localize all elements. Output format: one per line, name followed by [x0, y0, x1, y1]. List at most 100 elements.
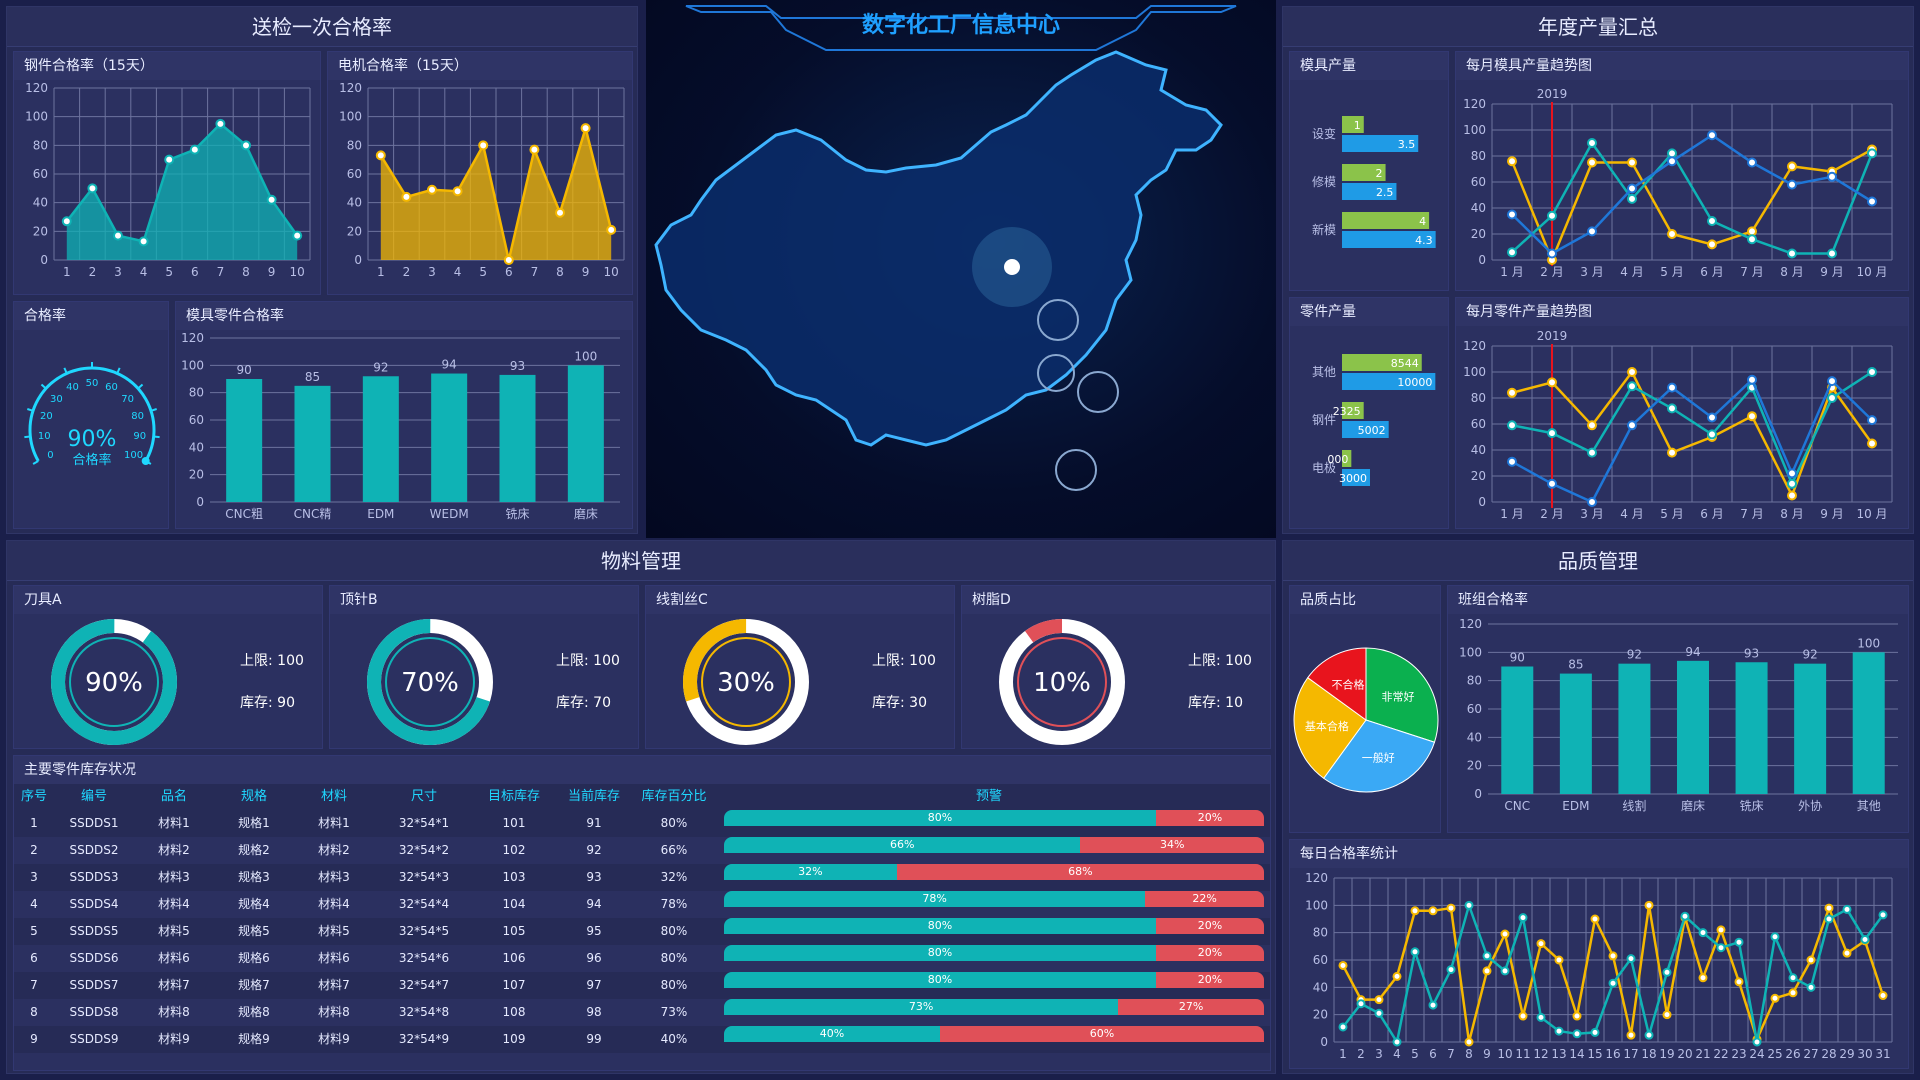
cell-current: 92	[586, 843, 602, 857]
mold-trend-chart: 0 20 40 60 80 100 120 1 月 2 月 3 月 4 月 5 月 6 月 7 月 8 月 9…	[1463, 87, 1893, 279]
table-row[interactable]: 1 SSDDS1 材料1 规格1 材料1 32*54*1 101 91 80% 80% 20%	[14, 810, 1270, 837]
data-point	[1788, 988, 1798, 998]
data-point	[1587, 157, 1597, 168]
data-point	[1507, 156, 1517, 167]
table-row[interactable]: 9 SSDDS9 材料9 规格9 材料9 32*54*9 109 99 40% 40% 60%	[14, 1026, 1270, 1053]
data-point	[1627, 183, 1637, 194]
gauge-tick-label: 90	[133, 431, 146, 442]
x-tick-label: 3	[1375, 1047, 1383, 1061]
mold-output-chart: 设变 1 3.5 修模 2 2.5 新模 4 4.3	[1312, 116, 1436, 248]
data-point	[1787, 248, 1797, 259]
bar-value-label: 92	[1627, 648, 1642, 662]
table-row[interactable]: 3 SSDDS3 材料3 规格3 材料3 32*54*3 103 93 32% 32% 68%	[14, 864, 1270, 891]
material-stock: 库存: 30	[872, 695, 927, 711]
x-tick-label: 1 月	[1500, 507, 1523, 521]
category-label: 新模	[1312, 222, 1336, 237]
data-point	[1770, 932, 1780, 942]
x-tick-label: 7 月	[1740, 265, 1763, 279]
data-point	[215, 118, 226, 129]
data-point	[1867, 148, 1877, 159]
x-tick-label: 23	[1731, 1047, 1746, 1061]
warning-bar: 73% 27%	[724, 999, 1264, 1026]
bar-blue	[1342, 183, 1397, 200]
x-tick-label: 8 月	[1780, 265, 1803, 279]
pie-label: 非常好	[1382, 690, 1415, 704]
material-donut: 10%	[999, 619, 1125, 746]
warning-bar-ok: 73%	[724, 999, 1119, 1015]
warning-bar-alert: 20%	[1156, 810, 1264, 826]
data-point	[1867, 196, 1877, 207]
data-point	[1787, 161, 1797, 172]
cell-size: 32*54*3	[398, 870, 450, 884]
x-tick-label: 6	[191, 265, 199, 279]
bar-value-label: 90	[1510, 651, 1525, 665]
data-point	[1662, 967, 1672, 977]
inventory-title: 主要零件库存状况	[14, 756, 1270, 784]
cell-target: 107	[502, 978, 526, 992]
material-limit: 上限: 100	[556, 653, 620, 669]
table-row[interactable]: 6 SSDDS6 材料6 规格6 材料6 32*54*6 106 96 80% 80% 20%	[14, 945, 1270, 972]
table-row[interactable]: 8 SSDDS8 材料8 规格8 材料8 32*54*8 108 98 73% 73% 27%	[14, 999, 1270, 1026]
bar	[1618, 663, 1651, 794]
cell-pct: 80%	[660, 978, 688, 992]
warning-bar-ok: 32%	[724, 864, 897, 880]
data-point	[1464, 900, 1474, 910]
table-row[interactable]: 2 SSDDS2 材料2 规格2 材料2 32*54*2 102 92 66% 66% 34%	[14, 837, 1270, 864]
y-tick-label: 120	[1463, 97, 1486, 111]
gauge-pointer	[141, 457, 150, 465]
table-row[interactable]: 5 SSDDS5 材料5 规格5 材料5 32*54*5 105 95 80% 80% 20%	[14, 918, 1270, 945]
data-point	[478, 140, 489, 151]
data-point	[1507, 209, 1517, 220]
bar	[226, 379, 263, 502]
data-point	[1667, 229, 1677, 239]
x-tick-label: 10 月	[1856, 265, 1887, 279]
data-point	[1482, 951, 1492, 961]
data-point	[1734, 937, 1744, 947]
cell-current: 93	[586, 870, 602, 884]
warning-bar: 80% 20%	[724, 972, 1264, 999]
x-tick-label: 外协	[1798, 798, 1822, 813]
x-tick-label: 7	[1447, 1047, 1455, 1061]
y-tick-label: 120	[339, 81, 362, 95]
cell-spec: 规格8	[238, 1005, 270, 1019]
y-tick-label: 80	[33, 138, 48, 152]
data-point	[1507, 387, 1517, 398]
warning-bar: 40% 60%	[724, 1026, 1264, 1053]
gauge-tick	[24, 435, 31, 439]
part-output-card: 零件产量 其他 8544 10000 钢件 2325 5002 电极 000 3000	[1289, 297, 1449, 529]
table-row[interactable]: 4 SSDDS4 材料4 规格4 材料4 32*54*4 104 94 78% 78% 22%	[14, 891, 1270, 918]
data-point	[580, 123, 591, 134]
x-tick-label: 19	[1659, 1047, 1674, 1061]
mold-parts-chart: 0 20 40 60 80 100 120 90 CNC粗 85 CNC精 92 EDM 94 WEDM 93…	[181, 331, 620, 521]
data-point	[1590, 914, 1600, 924]
data-point	[1572, 1029, 1582, 1039]
cell-current: 95	[586, 924, 602, 938]
data-point	[1446, 903, 1456, 913]
warning-bar-ok: 80%	[724, 810, 1156, 826]
inventory-rows: 1 SSDDS1 材料1 规格1 材料1 32*54*1 101 91 80% 80% 20% 2 SS…	[14, 810, 1270, 1070]
pie-label: 不合格	[1332, 678, 1365, 692]
bar-value-label: 4	[1419, 215, 1426, 228]
warning-bar: 66% 34%	[724, 837, 1264, 864]
col-warning: 预警	[975, 789, 1002, 804]
y-tick-label: 120	[25, 81, 48, 95]
data-point	[555, 207, 565, 218]
map-panel: 数字化工厂信息中心	[646, 0, 1276, 538]
x-tick-label: 9	[582, 265, 590, 279]
x-tick-label: 12	[1533, 1047, 1548, 1061]
table-row[interactable]: 7 SSDDS7 材料7 规格7 材料7 32*54*7 107 97 80% 80% 20%	[14, 972, 1270, 999]
cell-spec: 规格1	[238, 816, 270, 830]
cell-no: 8	[30, 1005, 38, 1019]
data-point	[1878, 991, 1888, 1001]
data-point	[1667, 447, 1677, 458]
y-tick-label: 80	[1313, 926, 1328, 940]
bar	[1735, 662, 1768, 794]
gauge-tick	[40, 383, 47, 390]
bar-value-label: 2	[1376, 167, 1383, 180]
data-point	[1428, 906, 1438, 916]
cell-no: 9	[30, 1032, 38, 1046]
series-line	[1510, 148, 1873, 264]
data-point	[1446, 965, 1456, 975]
data-point	[1547, 428, 1557, 439]
